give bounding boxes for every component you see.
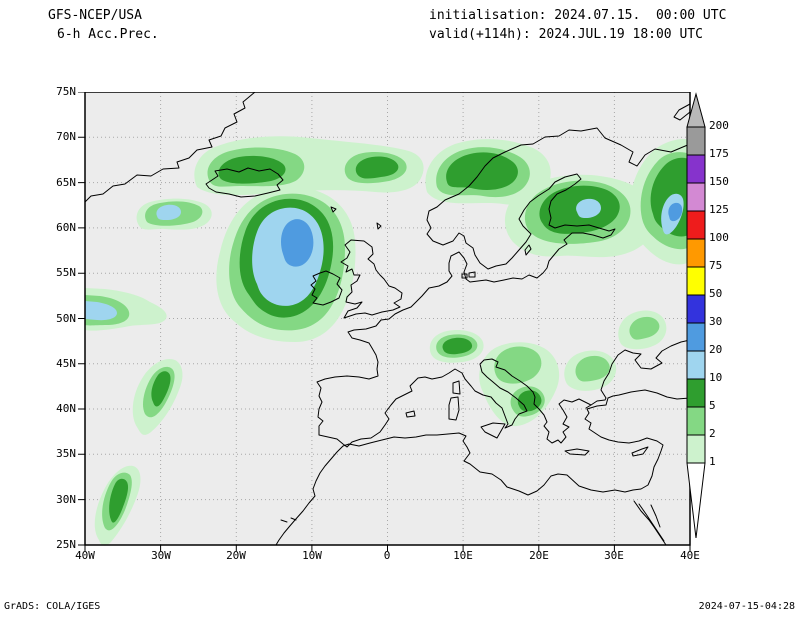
grads-credit: GrADS: COLA/IGES [4, 601, 101, 612]
render-timestamp: 2024-07-15-04:28 [698, 601, 795, 612]
lat-label: 65N [56, 176, 76, 189]
coast-ireland [310, 270, 343, 306]
legend-label: 50 [709, 287, 723, 300]
weather-map [78, 92, 691, 551]
colorbar [686, 92, 706, 539]
colorbar-underflow-arrow [686, 462, 706, 539]
coast-mallorca [405, 410, 416, 418]
colorbar-segment [686, 434, 706, 464]
init-time: initialisation: 2024.07.15. 00:00 UTC [429, 8, 727, 23]
lat-label: 55N [56, 266, 76, 279]
lat-label: 35N [56, 447, 76, 460]
lat-label: 45N [56, 357, 76, 370]
colorbar-segment [686, 294, 706, 324]
colorbar-segment [686, 238, 706, 268]
coast-corsica [452, 380, 461, 395]
legend-label: 30 [709, 315, 723, 328]
colorbar-segment [686, 126, 706, 156]
colorbar-segment [686, 350, 706, 380]
lat-label: 30N [56, 493, 76, 506]
lon-label: 30E [604, 549, 624, 562]
coastlines [84, 92, 691, 546]
legend-label: 1 [709, 455, 716, 468]
legend-label: 150 [709, 175, 729, 188]
coast-blacksea-south [607, 389, 691, 400]
lat-label: 75N [56, 85, 76, 98]
legend-label: 200 [709, 119, 729, 132]
coast-sicily [480, 422, 506, 439]
colorbar-segment [686, 322, 706, 352]
valid-time: valid(+114h): 2024.JUL.19 18:00 UTC [429, 27, 703, 42]
model-title: GFS-NCEP/USA [48, 8, 142, 23]
coast-zealand [461, 271, 476, 279]
lat-label: 60N [56, 221, 76, 234]
lon-label: 10E [453, 549, 473, 562]
precip-layer-20mm [281, 202, 683, 267]
lon-label: 30W [151, 549, 171, 562]
lon-label: 0 [383, 549, 391, 562]
lat-label: 40N [56, 402, 76, 415]
lon-label: 40W [75, 549, 95, 562]
colorbar-segment [686, 378, 706, 408]
lon-label: 20E [529, 549, 549, 562]
legend-label: 125 [709, 203, 729, 216]
colorbar-segment [686, 266, 706, 296]
axis-ticks [78, 92, 691, 551]
legend-label: 20 [709, 343, 723, 356]
lat-label: 25N [56, 538, 76, 551]
lat-label: 70N [56, 130, 76, 143]
product-title: 6-h Acc.Prec. [57, 27, 159, 42]
colorbar-segment [686, 182, 706, 212]
colorbar-segment [686, 406, 706, 436]
coast-crete [564, 448, 590, 456]
coast-gotland [524, 244, 532, 256]
coast-mainland [316, 127, 691, 448]
coast-kanin [673, 103, 691, 121]
legend-label: 100 [709, 231, 729, 244]
coast-redsea [633, 500, 667, 546]
coast-anatolia-africa [275, 397, 664, 546]
coast-iceland [205, 167, 284, 198]
coast-cyprus [631, 446, 649, 457]
legend-label: 2 [709, 427, 716, 440]
lon-label: 10W [302, 549, 322, 562]
coast-faroe-shetland [330, 206, 382, 230]
colorbar-overflow-arrow [686, 92, 706, 128]
lon-label: 20W [226, 549, 246, 562]
lon-label: 40E [680, 549, 700, 562]
coast-greenland [84, 92, 256, 203]
legend-label: 5 [709, 399, 716, 412]
coast-canary [280, 517, 297, 523]
legend-label: 75 [709, 259, 723, 272]
colorbar-segment [686, 210, 706, 240]
legend-label: 175 [709, 147, 729, 160]
colorbar-segment [686, 154, 706, 184]
coast-blacksea-north [590, 339, 691, 406]
coast-sardinia [448, 396, 460, 421]
coast-britain [340, 239, 403, 319]
legend-label: 10 [709, 371, 723, 384]
lat-label: 50N [56, 312, 76, 325]
